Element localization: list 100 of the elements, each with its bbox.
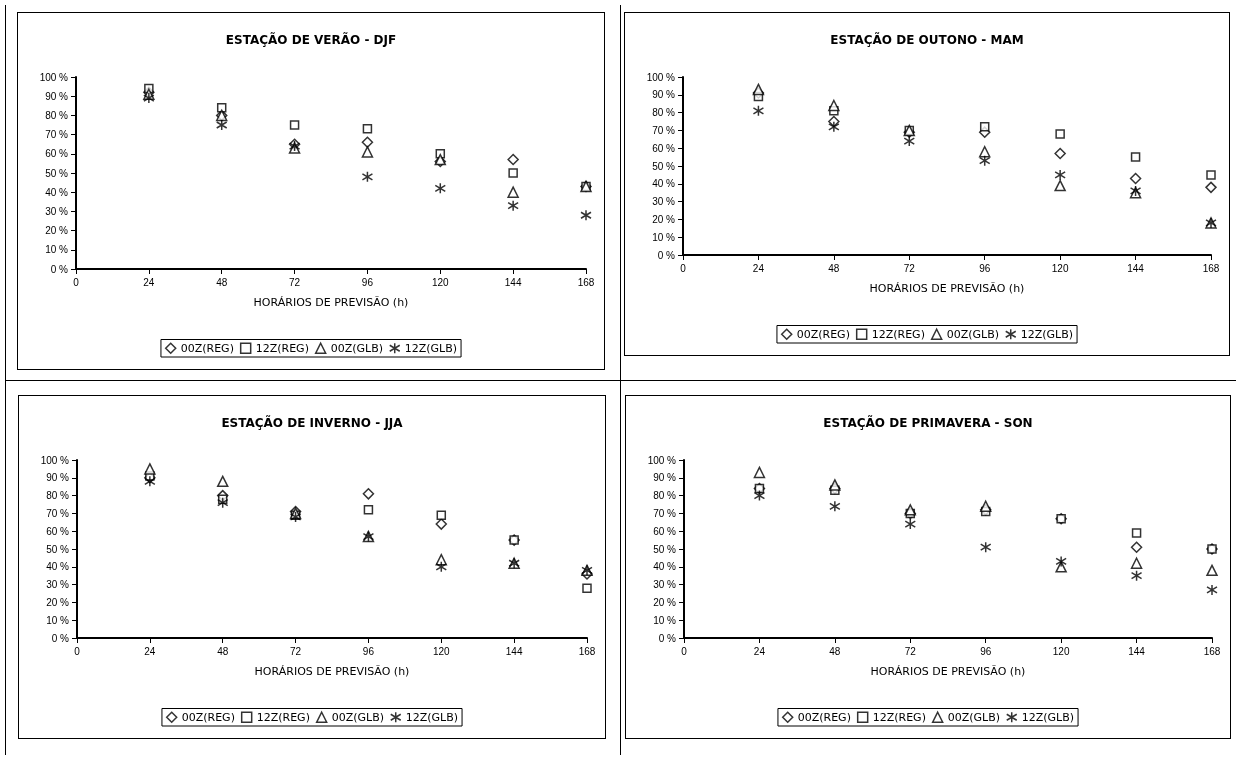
y-tick-label: 80 %: [653, 490, 677, 502]
y-tick-label: 30 %: [45, 205, 69, 217]
legend-label: 00Z(REG): [797, 710, 851, 724]
legend-label: 00Z(GLB): [947, 710, 1000, 724]
x-tick-label: 72: [904, 645, 917, 657]
legend-label: 00Z(GLB): [330, 341, 383, 355]
y-tick-label: 60 %: [45, 148, 69, 160]
legend-label: 12Z(REG): [871, 327, 925, 341]
y-tick-label: 90 %: [45, 90, 69, 102]
legend-label: 12Z(GLB): [405, 710, 459, 724]
y-tick-label: 70 %: [45, 129, 69, 141]
y-tick-label: 80 %: [45, 109, 69, 121]
y-tick-label: 90 %: [46, 472, 70, 484]
y-tick-label: 10 %: [652, 231, 676, 243]
y-tick-label: 50 %: [46, 543, 70, 555]
legend-label: 12Z(REG): [872, 710, 926, 724]
x-tick-label: 144: [1128, 645, 1146, 657]
y-tick-label: 50 %: [653, 543, 677, 555]
x-tick-label: 0: [680, 262, 687, 274]
x-tick-label: 120: [431, 276, 450, 288]
chart-title: ESTAÇÃO DE INVERNO - JJA: [221, 415, 404, 430]
x-tick-label: 0: [73, 276, 80, 288]
y-tick-label: 10 %: [653, 614, 677, 626]
x-tick-label: 0: [74, 645, 81, 657]
y-tick-label: 60 %: [46, 525, 70, 537]
x-tick-label: 120: [1052, 645, 1070, 657]
x-axis-title: HORÁRIOS DE PREVISÃO (h): [254, 665, 410, 678]
y-tick-label: 100 %: [647, 454, 677, 466]
legend-label: 12Z(REG): [255, 341, 309, 355]
y-tick-label: 70 %: [46, 507, 70, 519]
x-tick-label: 24: [144, 645, 156, 657]
y-tick-label: 0 %: [51, 632, 70, 644]
x-tick-label: 168: [1202, 262, 1220, 274]
legend-label: 00Z(GLB): [946, 327, 999, 341]
x-tick-label: 144: [505, 645, 523, 657]
x-tick-label: 24: [753, 645, 766, 657]
x-axis-title: HORÁRIOS DE PREVISÃO (h): [869, 282, 1025, 295]
y-tick-label: 80 %: [46, 490, 70, 502]
x-tick-label: 168: [1203, 645, 1221, 657]
x-tick-label: 96: [979, 262, 991, 274]
y-tick-label: 100 %: [39, 71, 69, 83]
y-tick-label: 60 %: [652, 142, 676, 154]
x-tick-label: 96: [362, 645, 375, 657]
x-tick-label: 168: [577, 276, 595, 288]
y-tick-label: 20 %: [653, 596, 677, 608]
y-tick-label: 100 %: [40, 454, 70, 466]
legend-label: 00Z(REG): [180, 341, 234, 355]
y-tick-label: 70 %: [652, 124, 676, 136]
legend-label: 12Z(GLB): [404, 341, 458, 355]
legend-label: 12Z(REG): [256, 710, 310, 724]
chart-title: ESTAÇÃO DE OUTONO - MAM: [830, 32, 1024, 47]
x-tick-label: 72: [290, 645, 302, 657]
x-tick-label: 144: [504, 276, 522, 288]
x-tick-label: 72: [289, 276, 301, 288]
y-tick-label: 80 %: [652, 107, 676, 119]
y-tick-label: 0 %: [658, 632, 677, 644]
y-tick-label: 10 %: [46, 614, 70, 626]
y-tick-label: 40 %: [46, 561, 70, 573]
y-tick-label: 90 %: [652, 89, 676, 101]
x-tick-label: 48: [217, 645, 229, 657]
y-tick-label: 50 %: [45, 167, 69, 179]
y-tick-label: 0 %: [657, 249, 676, 261]
chart-title: ESTAÇÃO DE VERÃO - DJF: [225, 32, 397, 47]
legend-label: 12Z(GLB): [1021, 710, 1075, 724]
y-tick-label: 20 %: [46, 596, 70, 608]
x-tick-label: 24: [143, 276, 155, 288]
y-tick-label: 20 %: [45, 225, 69, 237]
legend-label: 00Z(REG): [796, 327, 850, 341]
x-tick-label: 120: [432, 645, 451, 657]
x-tick-label: 144: [1127, 262, 1145, 274]
x-tick-label: 96: [980, 645, 992, 657]
y-tick-label: 50 %: [652, 160, 676, 172]
chart-title: ESTAÇÃO DE PRIMAVERA - SON: [823, 415, 1033, 430]
y-tick-label: 20 %: [652, 213, 676, 225]
x-tick-label: 24: [752, 262, 765, 274]
y-tick-label: 0 %: [50, 263, 69, 275]
x-tick-label: 48: [216, 276, 228, 288]
y-tick-label: 40 %: [652, 178, 676, 190]
y-tick-label: 30 %: [46, 579, 70, 591]
x-tick-label: 48: [829, 645, 841, 657]
x-tick-label: 72: [903, 262, 916, 274]
y-tick-label: 10 %: [45, 244, 69, 256]
y-tick-label: 60 %: [653, 525, 677, 537]
y-tick-label: 30 %: [653, 579, 677, 591]
x-tick-label: 168: [578, 645, 596, 657]
x-axis-title: HORÁRIOS DE PREVISÃO (h): [870, 665, 1026, 678]
x-tick-label: 48: [828, 262, 840, 274]
y-tick-label: 30 %: [652, 196, 676, 208]
y-tick-label: 90 %: [653, 472, 677, 484]
y-tick-label: 40 %: [45, 186, 69, 198]
x-axis-title: HORÁRIOS DE PREVISÃO (h): [253, 296, 409, 309]
y-tick-label: 40 %: [653, 561, 677, 573]
x-tick-label: 0: [681, 645, 688, 657]
legend-label: 00Z(REG): [181, 710, 235, 724]
y-tick-label: 100 %: [646, 71, 676, 83]
legend-label: 12Z(GLB): [1020, 327, 1074, 341]
y-tick-label: 70 %: [653, 507, 677, 519]
legend-label: 00Z(GLB): [331, 710, 384, 724]
x-tick-label: 120: [1051, 262, 1069, 274]
x-tick-label: 96: [361, 276, 374, 288]
